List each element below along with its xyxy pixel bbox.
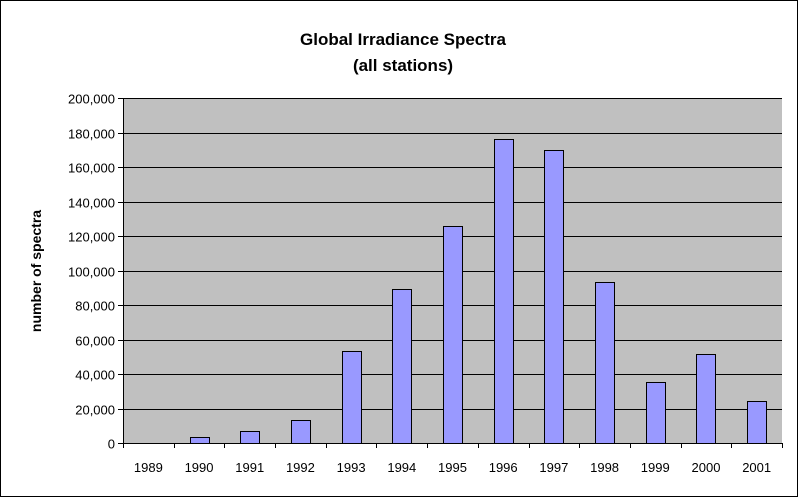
y-tick-label: 60,000 (75, 334, 115, 349)
x-tick-label: 1993 (337, 460, 366, 475)
y-tick-label: 100,000 (68, 265, 115, 280)
y-axis-ticks: 0 20,000 40,000 60,000 80,000 100,000 120,000 1… (68, 92, 115, 452)
bar-1994 (392, 289, 412, 444)
x-tick-label: 1999 (641, 460, 670, 475)
y-tick-label: 140,000 (68, 196, 115, 211)
y-axis-label: number of spectra (28, 210, 44, 332)
bar-1991 (240, 431, 260, 444)
bar-1992 (291, 420, 311, 444)
bar-1996 (494, 139, 514, 444)
x-tick-label: 1994 (387, 460, 416, 475)
chart-title: Global Irradiance Spectra (300, 30, 507, 49)
y-tick-label: 0 (108, 437, 115, 452)
chart-subtitle: (all stations) (353, 56, 453, 75)
axes (118, 98, 783, 448)
x-tick-label: 1989 (134, 460, 163, 475)
y-tick-label: 120,000 (68, 230, 115, 245)
bar-1998 (595, 282, 615, 444)
x-tick-label: 1992 (286, 460, 315, 475)
x-tick-label: 2000 (692, 460, 721, 475)
x-tick-label: 2001 (742, 460, 771, 475)
bar-1995 (443, 226, 463, 444)
bar-1990 (190, 437, 210, 444)
bar-2001 (747, 401, 767, 444)
bar-1999 (646, 382, 666, 444)
x-tick-label: 1990 (185, 460, 214, 475)
bar-1993 (342, 351, 362, 444)
y-tick-label: 200,000 (68, 92, 115, 107)
x-tick-label: 1991 (235, 460, 264, 475)
bar-2000 (696, 354, 716, 444)
y-tick-label: 40,000 (75, 368, 115, 383)
x-tick-label: 1995 (438, 460, 467, 475)
x-tick-label: 1998 (590, 460, 619, 475)
bar-1997 (544, 150, 564, 444)
x-tick-label: 1997 (539, 460, 568, 475)
y-tick-label: 180,000 (68, 127, 115, 142)
y-tick-label: 20,000 (75, 403, 115, 418)
x-axis-ticks: 1989 1990 1991 1992 1993 1994 1995 1996 1997 1998… (134, 460, 771, 475)
bars (190, 139, 767, 444)
x-tick-label: 1996 (489, 460, 518, 475)
y-tick-label: 80,000 (75, 299, 115, 314)
y-tick-label: 160,000 (68, 161, 115, 176)
